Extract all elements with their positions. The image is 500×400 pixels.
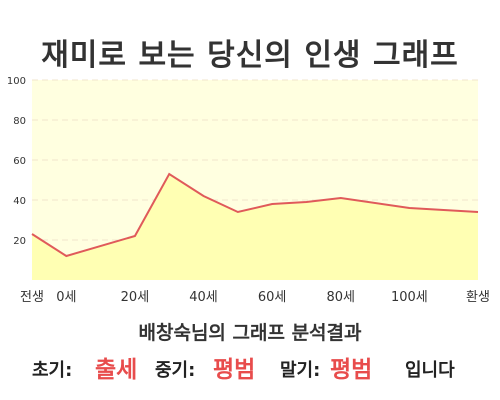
early-value: 출세 xyxy=(95,357,138,383)
y-tick-label: 40 xyxy=(13,196,26,207)
late-value: 평범 xyxy=(330,357,373,383)
x-tick-label: 60세 xyxy=(258,290,287,305)
series-line xyxy=(31,172,479,258)
result-line: 초기: 출세 중기: 평범 말기: 평범 입니다 xyxy=(0,346,500,383)
area-fill xyxy=(32,174,478,280)
middle-value: 평범 xyxy=(213,357,256,383)
x-tick-label: 전생 xyxy=(20,290,44,305)
life-graph-chart: 20 40 60 80 100 전생 0세 20세 40세 60세 80세 100세 환생 xyxy=(7,76,490,305)
y-tick-label: 80 xyxy=(13,116,26,127)
late-label: 말기: xyxy=(280,360,321,381)
y-tick-label: 100 xyxy=(7,76,26,87)
x-tick-label: 20세 xyxy=(121,290,150,305)
x-tick-label: 40세 xyxy=(189,290,218,305)
y-tick-label: 20 xyxy=(13,236,26,247)
middle-label: 중기: xyxy=(155,360,196,381)
x-tick-label: 환생 xyxy=(466,290,490,305)
y-tick-label: 60 xyxy=(13,156,26,167)
early-label: 초기: xyxy=(32,360,73,381)
result-subtitle: 배창숙님의 그래프 분석결과 xyxy=(138,322,362,344)
chart-title: 재미로 보는 당신의 인생 그래프 xyxy=(41,38,459,73)
x-tick-label: 0세 xyxy=(56,290,76,305)
y-axis-ticks: 20 40 60 80 100 xyxy=(7,76,26,247)
x-tick-label: 80세 xyxy=(327,290,356,305)
x-tick-label: 100세 xyxy=(391,290,428,305)
x-axis-ticks: 전생 0세 20세 40세 60세 80세 100세 환생 xyxy=(20,290,490,305)
ending-text: 입니다 xyxy=(405,360,455,381)
